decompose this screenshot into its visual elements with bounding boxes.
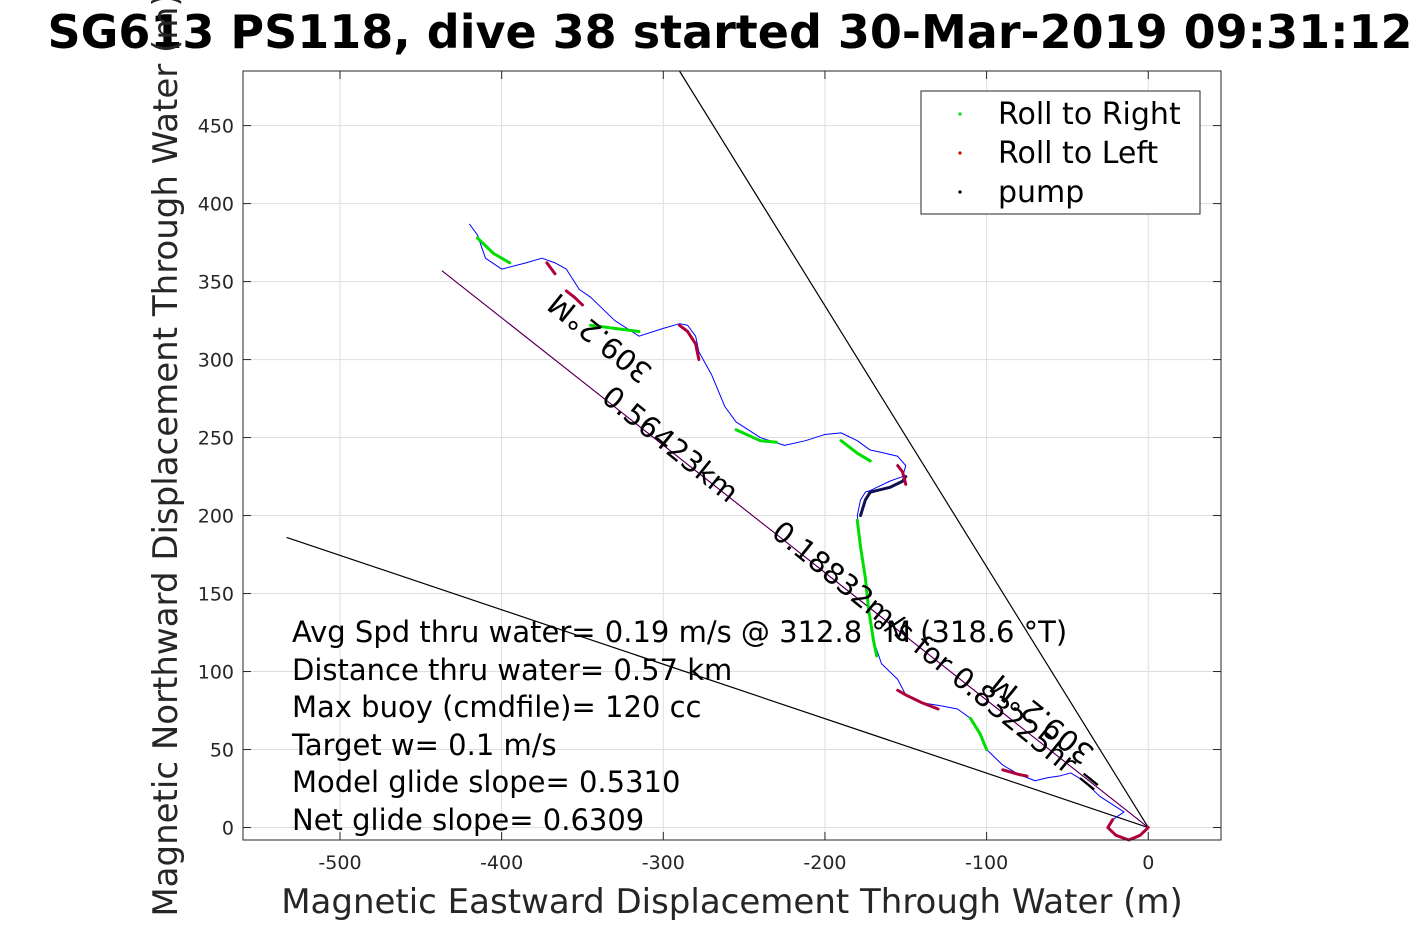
y-tick-label: 300 — [198, 350, 234, 372]
chart-title: SG613 PS118, dive 38 started 30-Mar-2019… — [48, 5, 1413, 59]
y-tick-label: 150 — [198, 584, 234, 606]
segment-roll-right — [968, 716, 989, 752]
segment-roll-left — [896, 688, 940, 711]
segment-roll-right — [734, 428, 778, 444]
legend-box — [920, 90, 1201, 215]
y-axis-label: Magnetic Northward Displacement Through … — [146, 0, 186, 917]
plot-frame — [242, 70, 1222, 841]
segment-roll-left — [1106, 818, 1150, 842]
y-tick-label: 450 — [198, 116, 234, 138]
legend: Roll to Right Roll to Left pump — [920, 90, 1201, 215]
x-tick-label: -300 — [642, 852, 685, 874]
stat-max-buoy: Max buoy (cmdfile)= 120 cc — [292, 690, 701, 724]
segment-roll-left — [896, 464, 908, 486]
y-tick-label: 250 — [198, 428, 234, 450]
segment-roll-left — [564, 289, 584, 307]
y-tick-label: 350 — [198, 272, 234, 294]
segment-roll-pump — [859, 475, 908, 518]
segment-roll-right — [839, 439, 872, 463]
roll-segments — [475, 236, 1150, 842]
segment-roll-right — [589, 323, 641, 333]
segment-roll-right — [855, 518, 879, 658]
legend-marker-roll-left — [958, 151, 962, 155]
stats-block: Avg Spd thru water= 0.19 m/s @ 312.8 °M … — [291, 615, 1067, 837]
x-tick-label: -500 — [318, 852, 361, 874]
y-tick-label: 100 — [198, 662, 234, 684]
stat-target-w: Target w= 0.1 m/s — [291, 728, 557, 762]
legend-marker-roll-right — [958, 112, 962, 116]
grid — [243, 71, 1221, 840]
legend-label-pump: pump — [998, 175, 1084, 210]
stat-avg-speed: Avg Spd thru water= 0.19 m/s @ 312.8 °M … — [292, 615, 1067, 649]
x-axis-label: Magnetic Eastward Displacement Through W… — [281, 882, 1183, 922]
y-tick-label: 50 — [210, 740, 234, 762]
y-tick-label: 0 — [222, 818, 234, 840]
legend-marker-pump — [958, 190, 962, 194]
reference-line-heading-overlay — [441, 270, 1149, 828]
x-tick-label: 0 — [1142, 852, 1154, 874]
stat-distance: Distance thru water= 0.57 km — [292, 653, 732, 687]
legend-label-roll-right: Roll to Right — [998, 97, 1181, 132]
stat-model-glide-slope: Model glide slope= 0.5310 — [292, 765, 680, 799]
axis-ticks: -500 -400 -300 -200 -100 0 0 50 100 150 200 250 300 3… — [198, 71, 1221, 874]
segment-roll-left — [545, 261, 557, 276]
reference-line-upper-bound — [678, 70, 1149, 828]
x-tick-label: -200 — [803, 852, 846, 874]
y-tick-label: 200 — [198, 506, 234, 528]
segment-roll-left — [1001, 768, 1029, 778]
stat-net-glide-slope: Net glide slope= 0.6309 — [292, 803, 644, 837]
reference-lines — [286, 70, 1149, 829]
segment-roll-left — [677, 323, 701, 362]
legend-label-roll-left: Roll to Left — [998, 136, 1158, 171]
x-tick-label: -400 — [480, 852, 523, 874]
reference-line-lower-bound — [286, 536, 1149, 829]
y-tick-label: 400 — [198, 194, 234, 216]
x-tick-label: -100 — [965, 852, 1008, 874]
segment-roll-right — [475, 236, 512, 265]
